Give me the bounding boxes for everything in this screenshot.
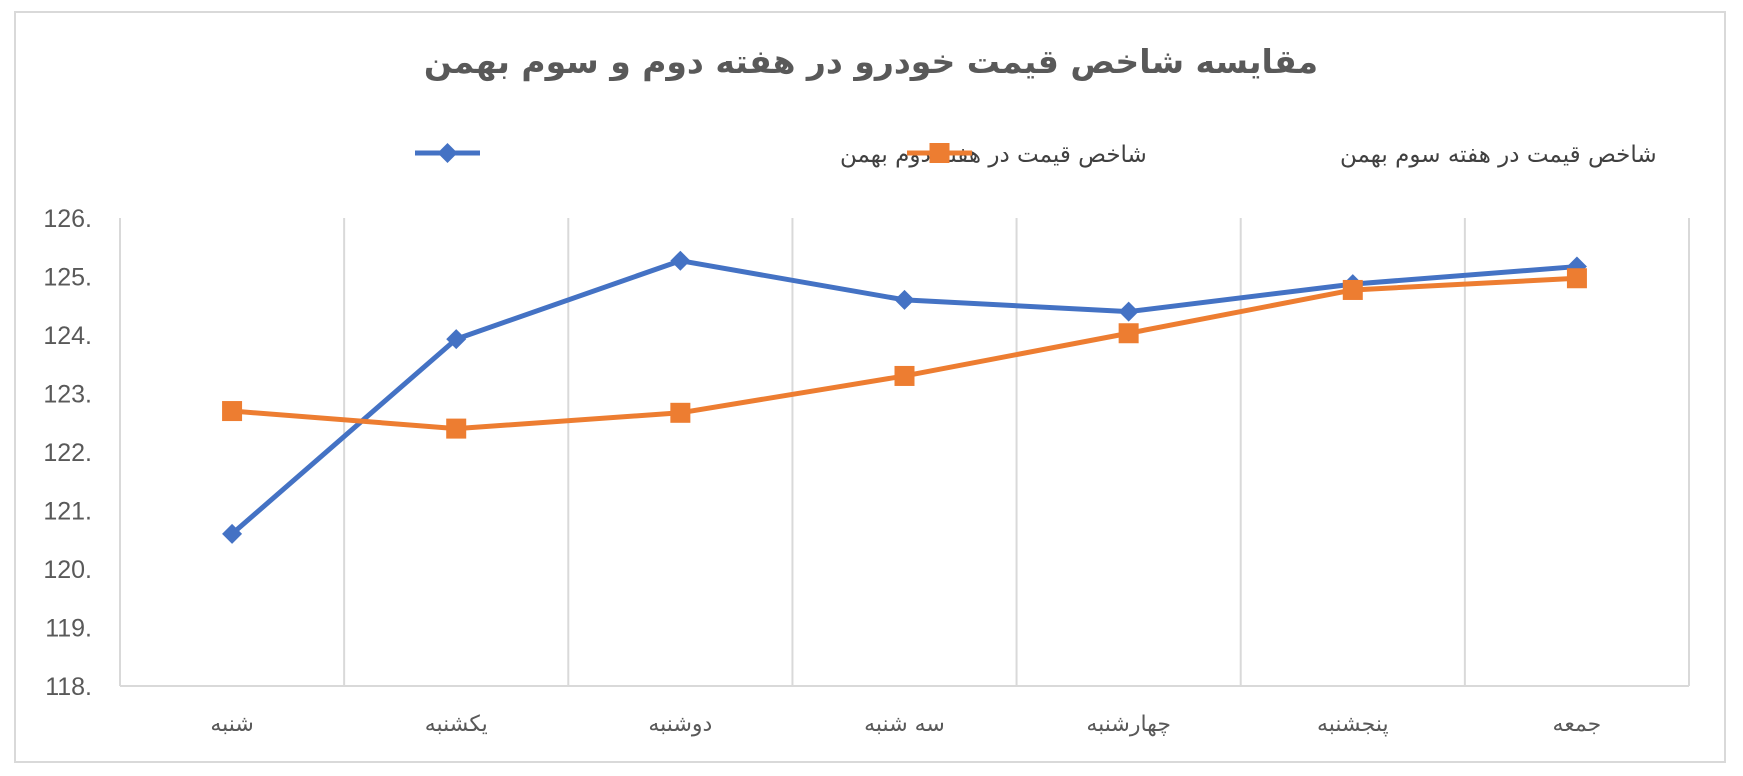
data-point [222, 523, 243, 544]
x-axis: شنبه یکشنبه دوشنبه سه شنبه چهارشنبه پنجشنبه جم… [210, 712, 1601, 737]
series-layer [222, 250, 1587, 544]
y-tick-label: 125. [43, 264, 92, 292]
grid-lines [119, 218, 1690, 687]
legend-label: شاخص قیمت در هفته دوم بهمن [840, 142, 1147, 168]
data-point [446, 329, 467, 350]
x-tick-label: پنجشنبه [1317, 712, 1389, 737]
data-point [1118, 323, 1139, 344]
x-tick-label: یکشنبه [425, 712, 488, 737]
x-tick-label: چهارشنبه [1086, 712, 1171, 737]
y-tick-label: 123. [43, 381, 92, 409]
data-point [894, 289, 915, 310]
x-tick-label: جمعه [1553, 712, 1602, 737]
legend: شاخص قیمت در هفته دوم بهمن شاخص قیمت در ه… [415, 142, 1657, 168]
legend-label: شاخص قیمت در هفته سوم بهمن [1340, 142, 1657, 168]
y-tick-label: 118. [45, 673, 92, 701]
data-point [1342, 279, 1363, 300]
legend-item: شاخص قیمت در هفته دوم بهمن [415, 142, 1147, 168]
legend-item: شاخص قیمت در هفته سوم بهمن [907, 142, 1657, 168]
data-point [894, 365, 915, 386]
data-point [670, 402, 691, 423]
y-tick-label: 120. [43, 556, 92, 584]
x-tick-label: دوشنبه [648, 712, 712, 737]
y-tick-label: 121. [43, 498, 92, 526]
data-point [446, 418, 467, 439]
legend-marker [929, 143, 950, 163]
series-2 [222, 268, 1587, 439]
y-tick-label: 119. [45, 615, 92, 643]
data-point [1118, 301, 1139, 322]
chart-frame [14, 11, 1726, 763]
series-1 [222, 250, 1587, 544]
data-point [1566, 268, 1587, 289]
y-tick-label: 126. [43, 205, 92, 233]
y-tick-label: 122. [43, 439, 92, 467]
chart-title: مقایسه شاخص قیمت خودرو در هفته دوم و سوم… [424, 42, 1318, 82]
data-point [222, 401, 243, 422]
x-tick-label: سه شنبه [864, 712, 945, 737]
legend-marker [437, 143, 458, 163]
y-tick-label: 124. [43, 322, 92, 350]
y-axis: 118. 119. 120. 121. 122. 123. 124. 125. 126. [43, 205, 92, 701]
data-point [670, 250, 691, 271]
x-tick-label: شنبه [210, 712, 254, 737]
